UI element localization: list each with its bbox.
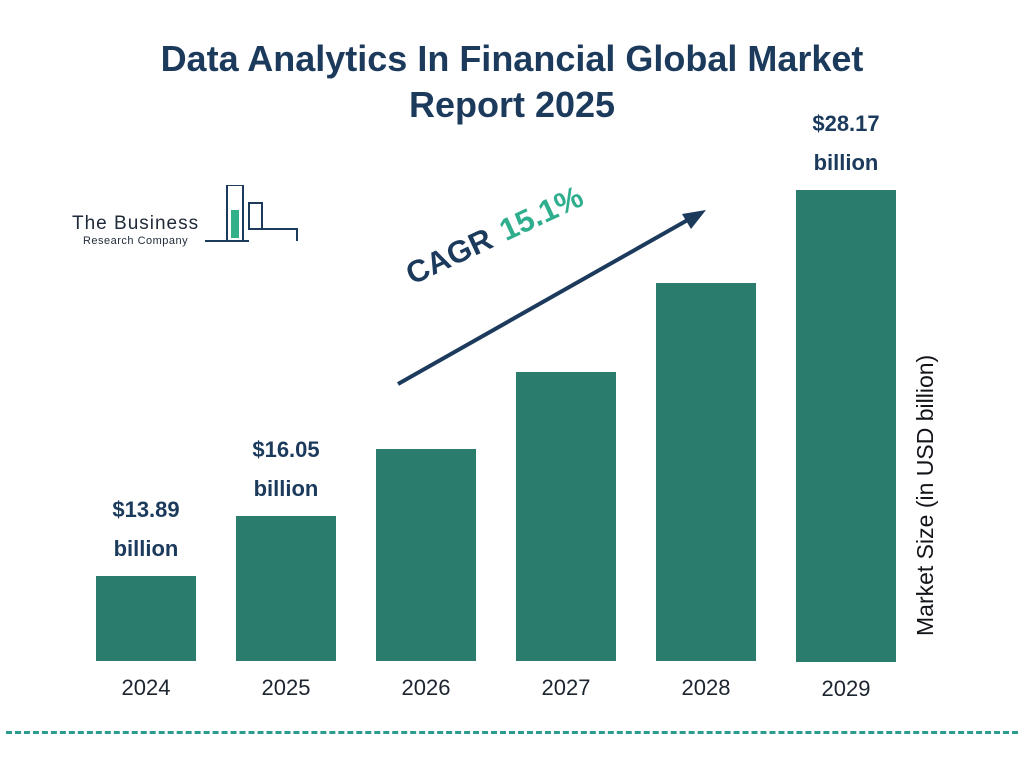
bar-2028 — [656, 283, 756, 661]
year-label-2026: 2026 — [401, 675, 451, 700]
page-title: Data Analytics In Financial Global Marke… — [0, 36, 1024, 128]
title-line-2: Report 2025 — [408, 84, 616, 126]
title-line-1: Data Analytics In Financial Global Marke… — [160, 38, 864, 79]
bottom-dashed-divider — [6, 731, 1018, 734]
value-label-2024: $13.89 billion — [112, 491, 179, 568]
value-amount: $28.17 — [812, 111, 880, 136]
bar-group-2024: $13.89 billion 2024 — [96, 105, 196, 705]
value-amount: $16.05 — [252, 437, 320, 462]
y-axis-label: Market Size (in USD billion) — [912, 354, 938, 636]
value-unit: billion — [113, 535, 179, 561]
trend-arrow-icon — [397, 210, 706, 386]
bar-group-2028: 2028 — [656, 105, 756, 705]
value-label-2025: $16.05 billion — [252, 431, 319, 508]
logo-chart-icon — [205, 185, 299, 242]
bar-2024 — [96, 576, 196, 661]
value-label-2029: $28.17 billion — [812, 105, 879, 182]
company-logo-text: The Business Research Company — [72, 213, 199, 247]
bar-group-2029: $28.17 billion 2029 — [796, 105, 896, 705]
year-label-2025: 2025 — [261, 675, 311, 700]
bar-group-2027: 2027 — [516, 105, 616, 705]
company-logo: The Business Research Company — [72, 185, 301, 247]
value-unit: billion — [813, 149, 879, 175]
value-unit: billion — [253, 475, 319, 501]
year-label-2028: 2028 — [681, 675, 731, 700]
bar-2026 — [376, 449, 476, 661]
logo-name: The Business — [72, 213, 200, 234]
bar-2027 — [516, 372, 616, 661]
value-amount: $13.89 — [112, 497, 180, 522]
bar-group-2025: $16.05 billion 2025 — [236, 105, 336, 705]
bar-group-2026: 2026 — [376, 105, 476, 705]
logo-subname: Research Company — [82, 235, 189, 247]
bar-chart: $13.89 billion 2024 $16.05 billion 2025 … — [96, 105, 896, 705]
year-label-2024: 2024 — [121, 675, 171, 700]
year-label-2029: 2029 — [821, 675, 871, 701]
bar-2025 — [236, 516, 336, 661]
year-label-2027: 2027 — [541, 675, 591, 700]
bar-2029 — [796, 190, 896, 662]
